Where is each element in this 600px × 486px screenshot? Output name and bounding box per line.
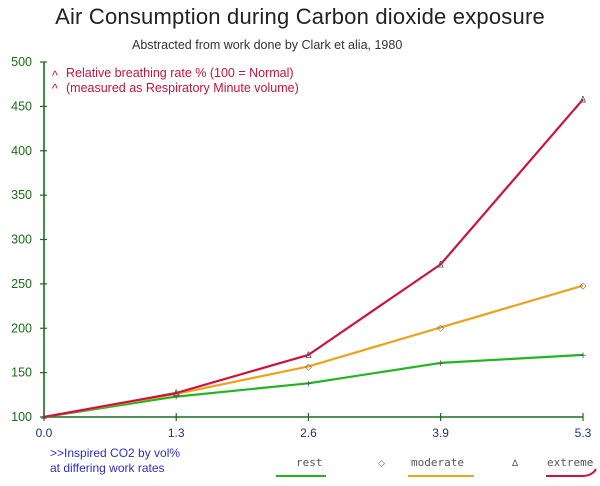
legend-label-moderate: moderate (411, 456, 464, 469)
legend-label-extreme: extreme (547, 456, 593, 469)
legend-marker-moderate: ◇ (378, 459, 385, 469)
data-point-origin: + (40, 414, 48, 424)
y-tick-label: 500 (11, 55, 32, 69)
data-point-rest: + (579, 351, 587, 361)
y-tick-label: 350 (11, 188, 32, 202)
data-point-moderate: ◇ (580, 282, 587, 292)
data-point-rest: + (172, 393, 180, 403)
y-annotation-mark-2: ^ (52, 82, 58, 96)
x-axis-label-line-2: at differing work rates (50, 461, 165, 475)
x-tick-label: 3.9 (432, 426, 449, 440)
data-point-extreme: Δ (305, 351, 312, 361)
x-axis-label-line-1: >>Inspired CO2 by vol% (50, 446, 180, 460)
chart-subtitle: Abstracted from work done by Clark et al… (132, 38, 403, 52)
y-tick-label: 250 (11, 277, 32, 291)
data-point-moderate: ◇ (173, 390, 180, 400)
chart-title: Air Consumption during Carbon dioxide ex… (55, 4, 545, 29)
data-point-rest: + (437, 359, 445, 369)
data-point-extreme: Δ (173, 389, 180, 399)
data-point-rest: + (305, 379, 313, 389)
legend-swatch-extreme (546, 468, 597, 477)
y-annotation-mark-1: ^ (52, 69, 58, 83)
legend-marker-extreme: Δ (512, 459, 519, 469)
y-axis-label-line-1: Relative breathing rate % (100 = Normal) (66, 66, 294, 80)
series-line-rest (43, 353, 584, 419)
data-point-extreme: Δ (580, 95, 587, 105)
data-point-moderate: ◇ (437, 323, 444, 333)
x-tick-label: 2.6 (300, 426, 317, 440)
data-point-extreme: Δ (438, 260, 445, 270)
y-tick-label: 300 (11, 233, 32, 247)
y-tick-label: 150 (11, 366, 32, 380)
y-axis-label-line-2: (measured as Respiratory Minute volume) (66, 81, 299, 95)
legend-label-rest: rest (296, 456, 323, 469)
x-tick-label: 5.3 (575, 426, 592, 440)
y-tick-label: 400 (11, 144, 32, 158)
series-line-extreme (43, 98, 584, 419)
y-tick-label: 450 (11, 99, 32, 113)
data-point-moderate: ◇ (305, 362, 312, 372)
y-tick-label: 100 (11, 410, 32, 424)
x-tick-label: 0.0 (36, 426, 53, 440)
x-tick-label: 1.3 (168, 426, 185, 440)
y-tick-label: 200 (11, 321, 32, 335)
